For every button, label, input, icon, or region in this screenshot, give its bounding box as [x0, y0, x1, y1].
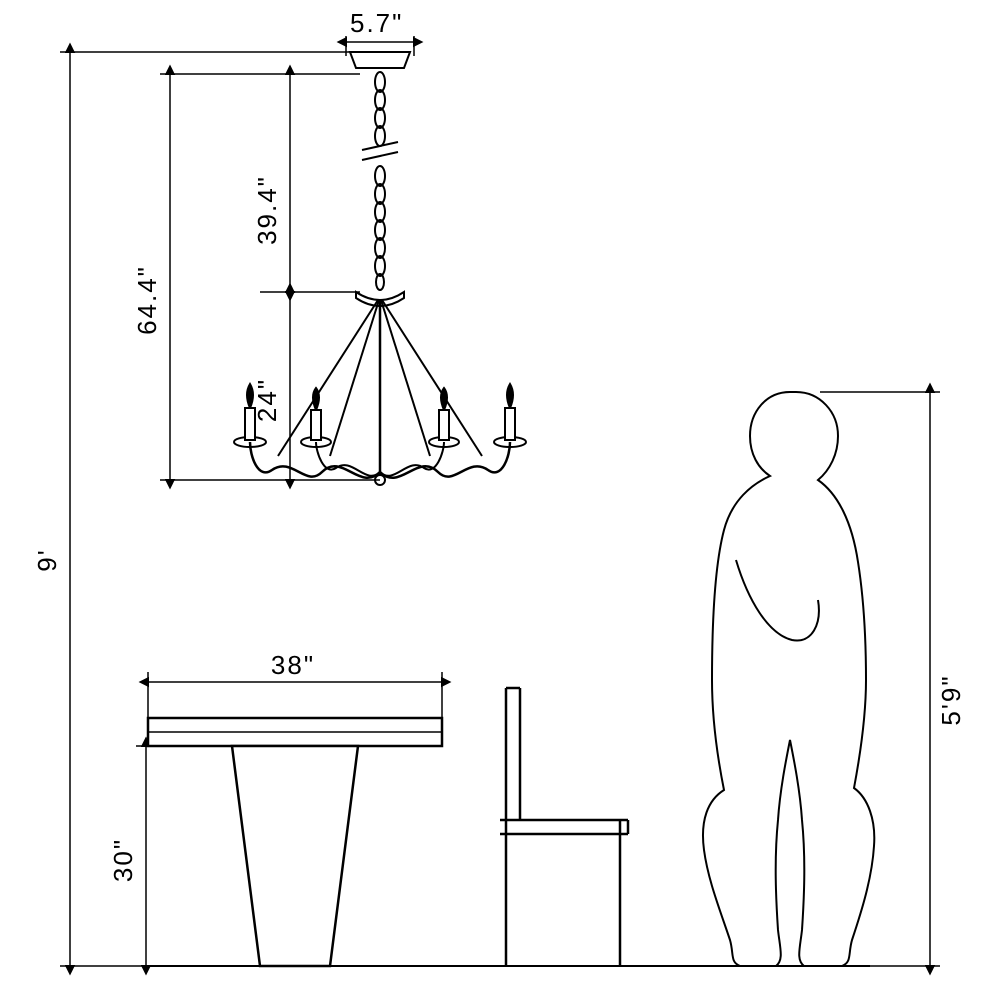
label-chain: 39.4": [252, 175, 282, 245]
label-body: 24": [252, 378, 282, 422]
label-canopy: 5.7": [350, 8, 403, 38]
dimension-diagram: 5.7" 39.4" 24" 64.4" 9' 38" 30" 5'9": [0, 0, 1000, 1000]
label-overall: 64.4": [132, 265, 162, 335]
label-tableh: 30": [108, 838, 138, 882]
chair: [500, 688, 628, 966]
label-room: 9': [32, 548, 62, 571]
table: [148, 718, 442, 966]
label-tablew: 38": [271, 650, 315, 680]
person-silhouette: [703, 392, 874, 966]
label-person: 5'9": [936, 674, 966, 725]
